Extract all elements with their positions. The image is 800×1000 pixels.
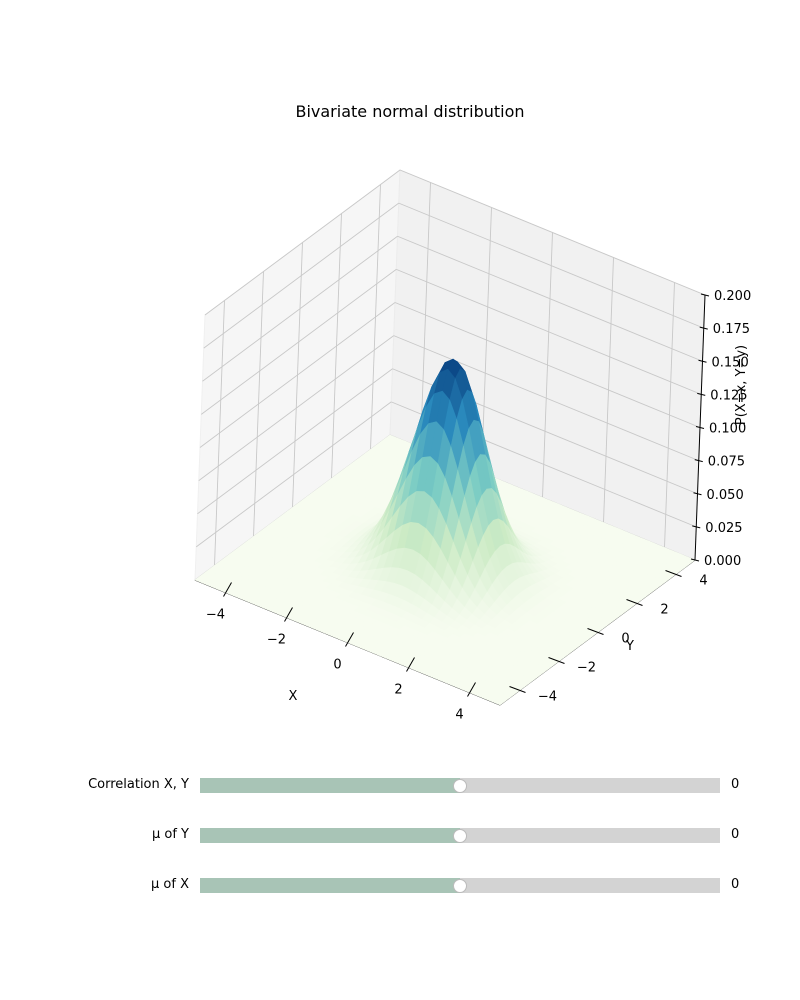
slider-mu-x: μ of X 0 [0, 870, 800, 900]
y-tick [665, 570, 682, 577]
slider-handle[interactable] [453, 778, 467, 793]
x-tick-label: 4 [455, 708, 463, 723]
z-tick [697, 392, 706, 396]
grid-line-z [393, 335, 699, 462]
x-tick [223, 582, 232, 597]
z-tick [700, 293, 710, 297]
slider-value: 0 [731, 877, 740, 892]
z-tick-label: 0.075 [708, 455, 745, 470]
slider-handle[interactable] [453, 878, 467, 893]
z-axis-label: P(X=x, Y=y) [734, 345, 749, 425]
x-tick [345, 632, 354, 647]
x-tick-label: −4 [206, 608, 225, 623]
x-tick-label: −2 [267, 633, 286, 648]
y-tick-label: 4 [699, 574, 707, 589]
y-tick-label: 2 [660, 603, 668, 618]
x-tick-label: 2 [394, 683, 402, 698]
z-tick-label: 0.125 [710, 388, 747, 403]
z-tick-label: 0.150 [712, 355, 749, 370]
mu-x-slider-track[interactable] [200, 878, 720, 893]
grid-line-z [198, 335, 395, 481]
y-tick [587, 628, 604, 635]
grid-line-z [398, 202, 704, 329]
z-tick [694, 459, 703, 463]
z-tick [690, 558, 700, 562]
surface-mesh [194, 358, 696, 706]
surface-patch [492, 697, 506, 706]
z-tick [698, 359, 707, 363]
slider-mu-y: μ of Y 0 [0, 820, 800, 850]
slider-value: 0 [731, 827, 740, 842]
z-tick-label: 0.000 [704, 554, 741, 569]
z-tick-label: 0.050 [707, 488, 744, 503]
x-tick [284, 607, 293, 622]
z-tick [695, 426, 705, 429]
x-tick [467, 682, 476, 697]
y-tick-label: −4 [538, 690, 557, 705]
slider-fill [200, 778, 460, 793]
grid-line-z [396, 268, 702, 395]
x-tick-label: 0 [333, 658, 341, 673]
y-tick [509, 686, 526, 693]
grid-line-z [204, 169, 401, 316]
slider-correlation: Correlation X, Y 0 [0, 770, 800, 800]
grid-line-z [199, 302, 396, 448]
y-tick-label: 0 [621, 632, 629, 647]
z-tick-label: 0.175 [713, 322, 750, 337]
y-axis-label: Y [625, 639, 634, 654]
z-tick [699, 326, 708, 330]
grid-line-z [399, 169, 706, 296]
grid-line-z [197, 368, 393, 515]
slider-value: 0 [731, 777, 740, 792]
x-axis-label: X [289, 689, 298, 704]
z-tick-label: 0.025 [705, 521, 742, 536]
slider-handle[interactable] [453, 828, 467, 843]
grid-line-z [397, 235, 703, 362]
slider-label: μ of X [151, 877, 189, 892]
chart-title: Bivariate normal distribution [295, 102, 524, 121]
z-tick [693, 492, 702, 496]
y-tick [548, 657, 565, 664]
mu-y-slider-track[interactable] [200, 828, 720, 843]
z-tick [692, 525, 701, 529]
slider-label: μ of Y [151, 827, 189, 842]
z-tick-label: 0.100 [709, 422, 746, 437]
surface-plot: Bivariate normal distribution −4−2024−4−… [193, 102, 751, 723]
slider-fill [200, 828, 460, 843]
grid-line-z [203, 202, 400, 349]
y-tick [626, 599, 643, 606]
slider-label: Correlation X, Y [88, 777, 189, 792]
slider-fill [200, 878, 460, 893]
grid-line-z [394, 302, 701, 428]
grid-line-z [200, 269, 397, 415]
x-tick [406, 657, 415, 672]
z-tick-label: 0.200 [714, 289, 751, 304]
tick-labels: −4 −2 0 2 4 −4 −2 0 2 4 0.000 0.025 0.050 0.075 0.100 0… [206, 289, 751, 723]
grid-line-z [195, 401, 392, 548]
grid-line-z [202, 235, 398, 382]
y-tick-label: −2 [577, 661, 596, 676]
correlation-slider-track[interactable] [200, 778, 720, 793]
